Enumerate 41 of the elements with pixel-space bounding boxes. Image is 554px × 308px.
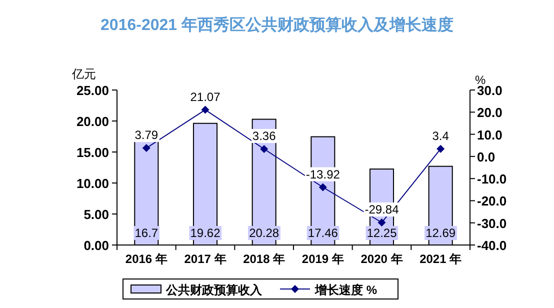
point — [378, 218, 386, 227]
data-label: -29.84 — [364, 202, 400, 217]
y-axis-title: 亿元 — [71, 67, 96, 81]
data-label: 3.79 — [134, 128, 158, 142]
point — [142, 144, 150, 152]
x-tick-label: 2019 年 — [302, 252, 344, 266]
y2-tick-label: -20.0 — [477, 194, 507, 209]
data-label: 17.46 — [308, 226, 338, 240]
legend-label: 公共财政预算收入 — [165, 283, 263, 297]
data-label: 16.7 — [134, 226, 158, 240]
data-label: 3.4 — [432, 128, 450, 143]
y-tick-label: 5.00 — [84, 207, 109, 222]
data-label: 21.07 — [190, 90, 221, 104]
data-label: 12.25 — [366, 226, 398, 240]
y-tick-label: 25.00 — [76, 83, 109, 98]
point — [201, 106, 210, 114]
legend-label: 增长速度 % — [314, 283, 378, 297]
data-label: 12.69 — [426, 226, 456, 240]
y2-tick-label: 0.0 — [477, 149, 496, 164]
y2-tick-label: 20.0 — [477, 105, 502, 120]
data-label: 3.36 — [252, 128, 276, 143]
y-tick-label: 10.00 — [76, 176, 109, 191]
point — [436, 144, 445, 153]
x-tick-label: 2018 年 — [243, 252, 286, 266]
y-tick-label: 15.00 — [76, 145, 109, 160]
y2-tick-label: 10.0 — [477, 127, 502, 142]
x-tick-label: 2017 年 — [184, 252, 226, 266]
y-tick-label: 0.00 — [84, 238, 109, 253]
x-tick-label: 2021 年 — [420, 252, 462, 266]
y2-tick-label: -40.0 — [477, 238, 507, 253]
data-label: 20.28 — [249, 226, 280, 240]
x-tick-label: 2020 年 — [360, 252, 403, 266]
y2-tick-label: -10.0 — [477, 172, 507, 187]
point — [318, 183, 327, 192]
y2-tick-label: -30.0 — [477, 216, 507, 231]
data-label: -13.92 — [306, 167, 340, 182]
point — [260, 144, 268, 153]
x-tick-label: 2016 年 — [125, 252, 168, 266]
chart-title: 2016-2021 年西秀区公共财政预算收入及增长速度 — [100, 15, 454, 34]
y-tick-label: 20.00 — [76, 114, 109, 129]
data-label: 19.62 — [190, 226, 221, 240]
